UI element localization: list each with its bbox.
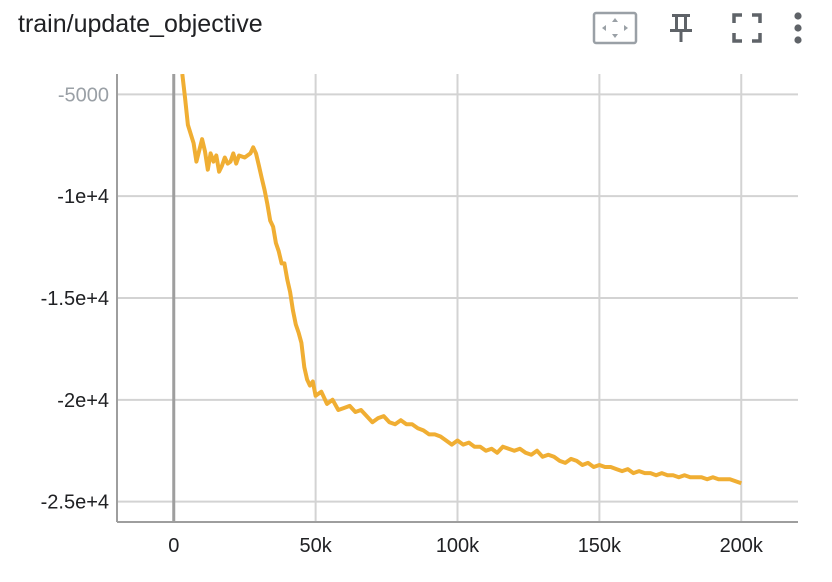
line-chart[interactable]: -5000 -1e+4 -1.5e+4 -2e+4 -2.5e+4 0 50k 100k 150… <box>0 60 832 582</box>
more-vert-icon <box>794 12 802 44</box>
x-tick-label: 200k <box>720 535 764 557</box>
y-tick-label: -1.5e+4 <box>41 288 109 310</box>
fit-domain-icon <box>592 11 638 45</box>
pin-icon <box>670 14 692 42</box>
series-line-0[interactable] <box>180 74 742 486</box>
chart-title: train/update_objective <box>18 10 263 38</box>
more-options-button[interactable] <box>780 10 816 46</box>
x-tick-label: 100k <box>436 535 480 557</box>
fit-domain-button[interactable] <box>582 10 648 46</box>
x-tick-label: 150k <box>578 535 622 557</box>
chart-area[interactable]: -5000 -1e+4 -1.5e+4 -2e+4 -2.5e+4 0 50k 100k 150… <box>0 60 832 582</box>
y-tick-label: -5000 <box>58 84 109 106</box>
pin-button[interactable] <box>648 10 714 46</box>
y-tick-label: -2.5e+4 <box>41 492 109 514</box>
fullscreen-icon <box>732 13 762 43</box>
fullscreen-button[interactable] <box>714 10 780 46</box>
x-tick-label: 50k <box>300 535 333 557</box>
y-tick-label: -2e+4 <box>57 390 109 412</box>
y-tick-label: -1e+4 <box>57 186 109 208</box>
x-tick-label: 0 <box>168 535 179 557</box>
chart-toolbar <box>582 10 816 46</box>
